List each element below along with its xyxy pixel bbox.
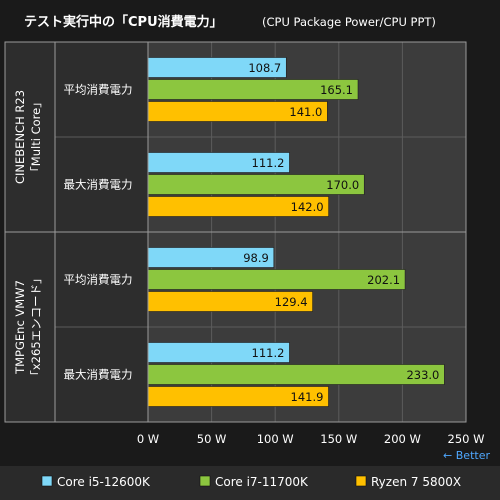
x-tick-label: 50 W — [197, 432, 227, 446]
group-label: CINEBENCH R23 「Multi Core」 — [13, 90, 43, 184]
bar-value-label: 108.7 — [248, 61, 281, 75]
legend: Core i5-12600K Core i7-11700K Ryzen 7 5800… — [0, 466, 500, 500]
x-tick-label: 250 W — [448, 432, 485, 446]
x-tick-label: 100 W — [257, 432, 294, 446]
bar-value-label: 111.2 — [252, 156, 285, 170]
category-label: 最大消費電力 — [64, 178, 133, 192]
legend-label: Core i5-12600K — [57, 475, 151, 489]
bar-value-label: 129.4 — [275, 295, 308, 309]
bar-value-label: 202.1 — [367, 273, 400, 287]
category-label: 平均消費電力 — [64, 273, 133, 287]
bar — [147, 364, 445, 385]
legend-label: Ryzen 7 5800X — [371, 475, 461, 489]
bar-value-label: 233.0 — [406, 368, 439, 382]
legend-background — [0, 466, 500, 500]
x-tick-label: 200 W — [384, 432, 421, 446]
legend-label: Core i7-11700K — [215, 475, 309, 489]
chart-title: テスト実行中の「CPU消費電力」 — [24, 14, 223, 30]
better-label: ← Better — [443, 449, 490, 462]
category-label: 最大消費電力 — [64, 368, 133, 382]
chart-subtitle: (CPU Package Power/CPU PPT) — [262, 15, 436, 29]
bar-value-label: 165.1 — [320, 83, 353, 97]
plot-area: 0 W 50 W 100 W 150 W 200 W 250 W CINEBENCH R23… — [4, 41, 485, 446]
bar-value-label: 141.0 — [289, 105, 322, 119]
bar-value-label: 98.9 — [243, 251, 269, 265]
bar-value-label: 142.0 — [291, 200, 324, 214]
x-tick-label: 150 W — [320, 432, 357, 446]
bar-value-label: 141.9 — [291, 390, 324, 404]
legend-swatch — [355, 475, 367, 487]
x-tick-label: 0 W — [137, 432, 159, 446]
group-label: TMPGEnc VMW7 「x265エンコード」 — [13, 272, 43, 381]
plot-border — [4, 41, 467, 423]
legend-swatch — [199, 475, 211, 487]
bar-value-label: 111.2 — [252, 346, 285, 360]
bar-value-label: 170.0 — [326, 178, 359, 192]
legend-swatch — [41, 475, 53, 487]
category-label: 平均消費電力 — [64, 83, 133, 97]
